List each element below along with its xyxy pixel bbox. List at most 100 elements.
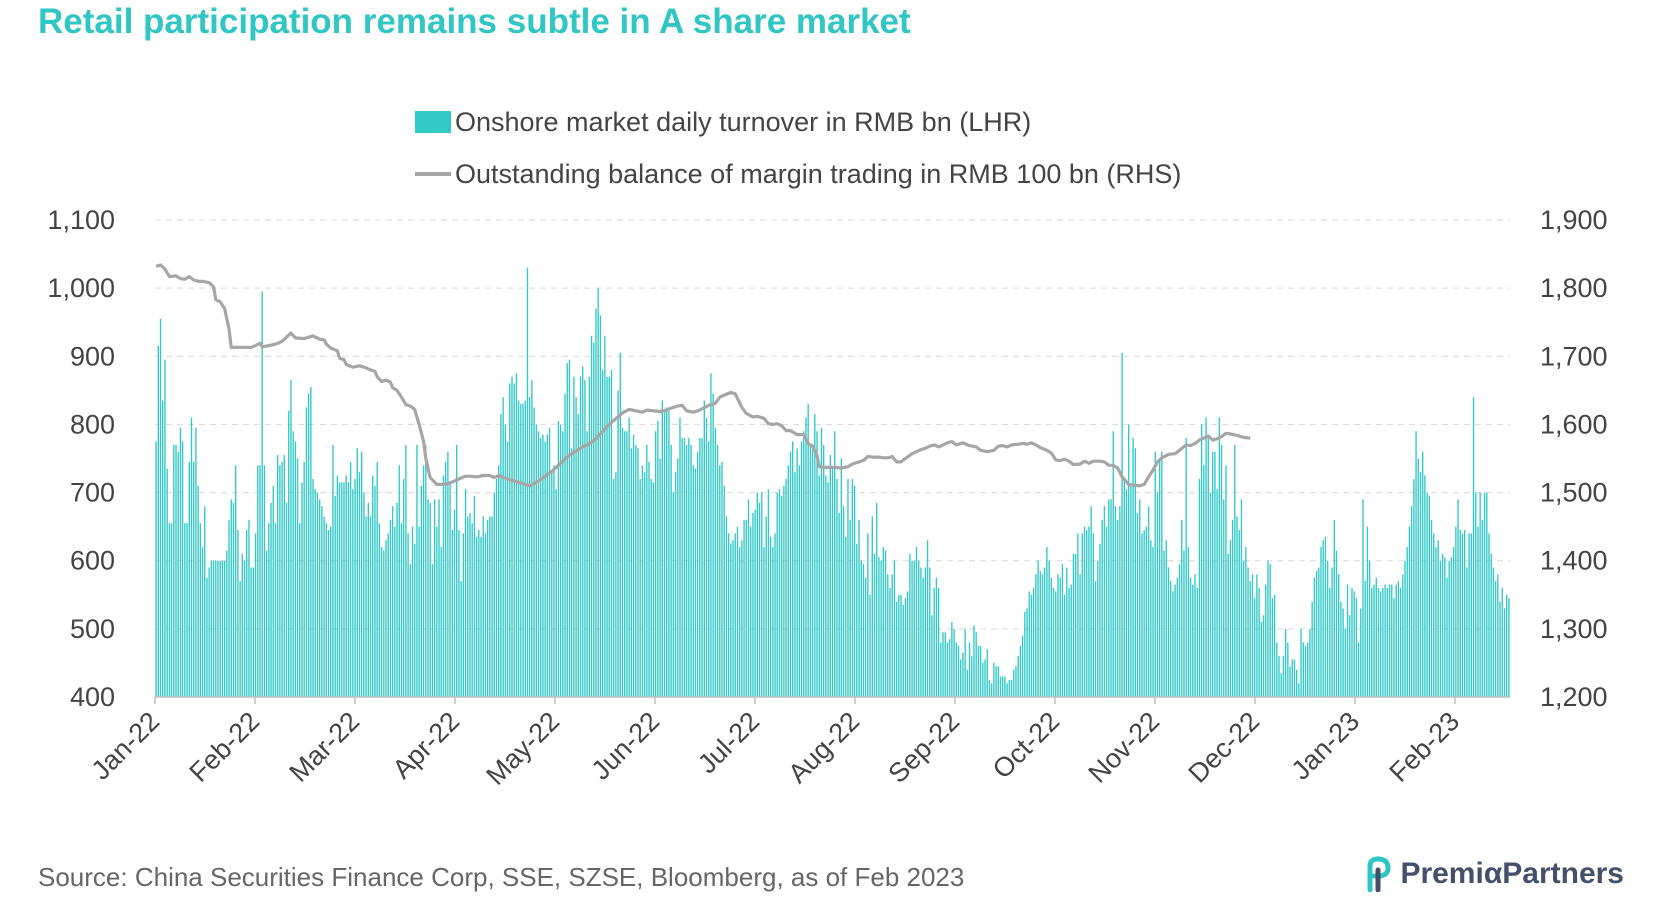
- turnover-bar: [818, 475, 820, 697]
- turnover-bar: [188, 461, 190, 697]
- turnover-bar: [228, 519, 230, 697]
- turnover-bar: [1360, 608, 1362, 697]
- turnover-bar: [1346, 584, 1349, 697]
- turnover-bar: [696, 451, 699, 697]
- turnover-bar: [192, 461, 195, 697]
- turnover-bar: [889, 587, 891, 697]
- turnover-bar: [1176, 577, 1179, 697]
- turnover-bar: [367, 502, 369, 697]
- turnover-bar: [217, 560, 219, 697]
- turnover-bar: [1278, 656, 1280, 697]
- turnover-bar: [610, 369, 613, 697]
- turnover-bar: [953, 628, 955, 697]
- turnover-bar: [254, 533, 257, 697]
- turnover-bar: [1439, 560, 1442, 697]
- turnover-bar: [557, 421, 560, 697]
- turnover-bar: [274, 523, 277, 697]
- turnover-bar: [1002, 676, 1004, 697]
- turnover-bar: [1326, 560, 1329, 697]
- turnover-bar: [1300, 628, 1302, 697]
- turnover-bar: [221, 560, 224, 697]
- turnover-bar: [754, 509, 756, 697]
- turnover-bar: [730, 543, 732, 697]
- turnover-bar: [834, 431, 836, 697]
- turnover-bar: [617, 390, 619, 697]
- turnover-bar: [990, 683, 993, 697]
- turnover-bar: [1097, 560, 1099, 697]
- turnover-bar: [1214, 451, 1216, 697]
- turnover-bar: [1258, 587, 1260, 697]
- turnover-bar: [250, 567, 252, 697]
- turnover-bar: [929, 567, 931, 697]
- turnover-bar: [1391, 584, 1393, 697]
- turnover-bar: [957, 645, 960, 697]
- turnover-bar: [493, 492, 495, 697]
- turnover-bar: [489, 516, 491, 697]
- turnover-bar: [944, 632, 946, 697]
- turnover-bar: [776, 492, 778, 697]
- turnover-bar: [966, 669, 969, 697]
- turnover-bar: [814, 414, 816, 697]
- turnover-bar: [290, 380, 292, 697]
- turnover-bar: [1203, 465, 1205, 697]
- turnover-bar: [460, 581, 462, 697]
- turnover-bar: [546, 434, 549, 697]
- turnover-bar: [1061, 564, 1064, 697]
- turnover-bar: [1298, 683, 1300, 697]
- x-tick-label: Apr-22: [387, 706, 466, 785]
- turnover-bar: [593, 342, 595, 697]
- turnover-bar: [785, 478, 787, 697]
- turnover-bar: [1419, 472, 1422, 697]
- turnover-bar: [1068, 587, 1070, 697]
- turnover-bar: [486, 519, 489, 697]
- turnover-bar: [851, 478, 854, 697]
- turnover-bar: [1267, 560, 1269, 697]
- turnover-bar: [1194, 574, 1196, 697]
- turnover-bar: [1366, 526, 1369, 697]
- turnover-bar: [528, 397, 531, 697]
- turnover-bar: [979, 645, 982, 697]
- turnover-bar: [223, 560, 226, 697]
- turnover-bar: [241, 553, 243, 697]
- turnover-bar: [619, 352, 621, 697]
- turnover-bar: [1357, 642, 1360, 697]
- turnover-bar: [1066, 567, 1068, 697]
- turnover-bar: [1490, 553, 1492, 697]
- turnover-bar: [166, 468, 168, 697]
- turnover-bar: [170, 523, 173, 697]
- turnover-bar: [272, 485, 274, 697]
- turnover-bar: [542, 434, 544, 697]
- turnover-bar: [201, 547, 204, 697]
- turnover-bar: [1413, 478, 1415, 697]
- turnover-bar: [343, 482, 345, 697]
- turnover-bar: [1254, 598, 1256, 697]
- turnover-bar: [555, 489, 557, 697]
- turnover-bar: [573, 376, 575, 697]
- right-tick-label: 1,900: [1540, 205, 1608, 235]
- turnover-bar: [705, 417, 708, 697]
- turnover-bar: [703, 400, 705, 697]
- turnover-bar: [444, 461, 447, 697]
- turnover-bar: [628, 417, 630, 697]
- turnover-bar: [327, 530, 330, 697]
- turnover-bar: [1344, 628, 1347, 697]
- turnover-bar: [1121, 352, 1123, 697]
- legend-item-margin: Outstanding balance of margin trading in…: [415, 148, 1181, 200]
- turnover-bar: [215, 560, 217, 697]
- turnover-bar: [1430, 519, 1433, 697]
- turnover-bar: [1296, 669, 1298, 697]
- turnover-bar: [1229, 540, 1232, 697]
- turnover-bar: [1488, 533, 1490, 697]
- turnover-bar: [509, 383, 511, 697]
- margin-balance-line: [155, 263, 1251, 488]
- turnover-bar: [1448, 560, 1450, 697]
- turnover-bar: [1265, 584, 1267, 697]
- x-tick-label: Mar-22: [284, 706, 366, 788]
- turnover-bar: [1070, 584, 1072, 697]
- turnover-bar: [553, 465, 555, 697]
- turnover-bar: [836, 478, 838, 697]
- turnover-bar: [248, 519, 250, 697]
- turnover-bar: [387, 533, 389, 697]
- turnover-bar: [1198, 478, 1201, 697]
- turnover-bar: [829, 455, 831, 697]
